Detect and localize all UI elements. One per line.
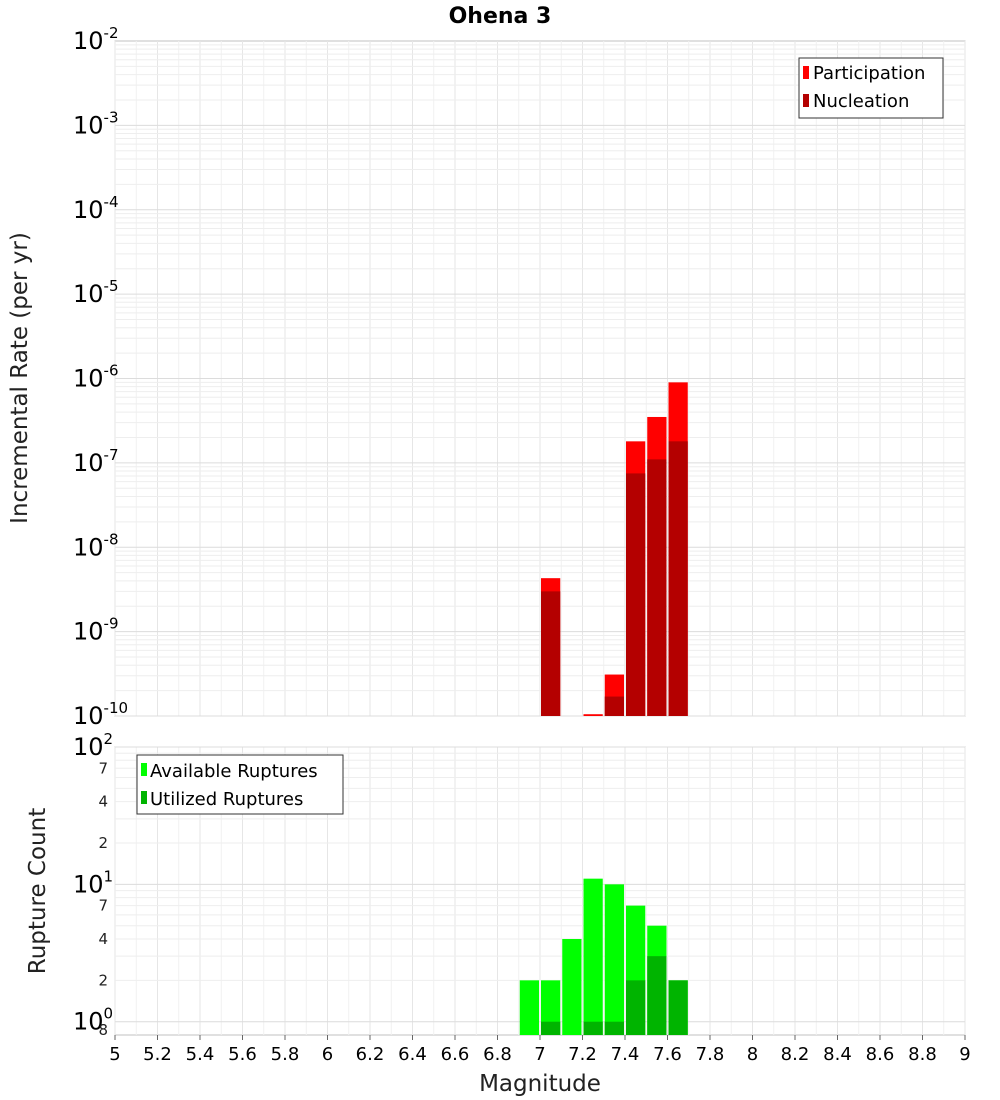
utilized-legend-label: Utilized Ruptures: [150, 789, 303, 810]
rate-bar-nucleation: [668, 441, 688, 716]
x-tick-label: 9: [959, 1044, 970, 1065]
x-tick-label: 6: [322, 1044, 333, 1065]
rate-bar-participation: [583, 714, 603, 716]
x-tick-label: 8: [747, 1044, 758, 1065]
rate-legend: Participation Nucleation: [798, 57, 944, 119]
rate-y-tick-label: 10-6: [73, 362, 119, 393]
x-tick-label: 7.8: [696, 1044, 725, 1065]
x-tick-label: 5: [109, 1044, 120, 1065]
count-bar-utilized-ruptures: [583, 1021, 603, 1035]
count-y-minor-tick-label: 2: [98, 971, 108, 989]
count-bar-utilized-ruptures: [604, 1021, 624, 1035]
participation-legend-swatch: [803, 66, 809, 79]
count-bar-available-ruptures: [541, 980, 561, 1035]
count-bar-utilized-ruptures: [647, 956, 667, 1035]
x-tick-label: 8.6: [866, 1044, 895, 1065]
rate-y-tick-label: 10-8: [73, 530, 119, 561]
magnitude-x-ticks: 5 5.2 5.4 5.6 5.8 6 6.2 6.4 6.6 6.8 7 7.2 7.4 7.6 7.8 8…: [109, 1035, 971, 1065]
rate-y-tick-label: 10-9: [73, 615, 119, 646]
rate-y-tick-label: 10-2: [73, 24, 119, 55]
count-bar-available-ruptures: [519, 980, 539, 1035]
rate-y-axis-label: Incremental Rate (per yr): [7, 232, 33, 524]
count-bar-available-ruptures: [562, 939, 582, 1035]
count-bar-available-ruptures: [604, 884, 624, 1035]
count-bar-utilized-ruptures: [541, 1021, 561, 1035]
count-y-tick-label: 101: [73, 867, 113, 898]
rate-bar-nucleation: [647, 459, 667, 716]
count-y-minor-tick-label: 2: [98, 834, 108, 852]
rate-y-tick-label: 10-7: [73, 446, 119, 477]
x-tick-label: 8.8: [908, 1044, 937, 1065]
x-tick-label: 6.4: [398, 1044, 427, 1065]
rate-y-ticks: 10-2 10-3 10-4 10-5 10-6 10-7 10-8 10-9 10-10: [73, 24, 128, 730]
participation-legend-label: Participation: [813, 63, 925, 84]
count-y-minor-tick-label: 7: [98, 897, 108, 915]
count-y-tick-label: 102: [73, 730, 113, 761]
count-bar-available-ruptures: [583, 878, 603, 1035]
rate-y-tick-label: 10-3: [73, 108, 119, 139]
count-bar-utilized-ruptures: [626, 980, 646, 1035]
count-y-minor-tick-label: 4: [98, 793, 108, 811]
x-tick-label: 7.6: [653, 1044, 682, 1065]
rate-bars: [541, 382, 688, 716]
count-bars: [519, 878, 688, 1035]
nucleation-legend-label: Nucleation: [813, 91, 909, 112]
count-bar-utilized-ruptures: [668, 980, 688, 1035]
x-tick-label: 8.4: [823, 1044, 852, 1065]
x-axis-label: Magnitude: [479, 1071, 601, 1097]
x-tick-label: 8.2: [781, 1044, 810, 1065]
count-y-ticks: 102 101 100 7 4 2 7 4 2 8: [73, 730, 113, 1039]
rate-y-tick-label: 10-5: [73, 277, 119, 308]
x-tick-label: 7: [534, 1044, 545, 1065]
x-tick-label: 6.8: [483, 1044, 512, 1065]
nucleation-legend-swatch: [803, 94, 809, 107]
rate-panel: 10-2 10-3 10-4 10-5 10-6 10-7 10-8 10-9 10-10 In…: [7, 24, 966, 730]
count-legend: Available Ruptures Utilized Ruptures: [136, 754, 344, 815]
rate-bar-nucleation: [604, 696, 624, 716]
count-panel: 102 101 100 7 4 2 7 4 2 8 5 5.2 5.4 5.6 5.8 6 6.2 6.4 6.6…: [25, 730, 971, 1097]
utilized-legend-swatch: [141, 791, 147, 804]
rate-bar-nucleation: [626, 473, 646, 716]
count-y-minor-tick-label: 4: [98, 930, 108, 948]
x-tick-label: 7.2: [568, 1044, 597, 1065]
rate-y-tick-label: 10-4: [73, 193, 119, 224]
x-tick-label: 5.8: [271, 1044, 300, 1065]
count-y-axis-label: Rupture Count: [25, 808, 51, 974]
rate-bar-nucleation: [541, 591, 561, 716]
rate-gridlines: [114, 41, 966, 717]
count-y-tick-label: 100: [73, 1005, 113, 1036]
x-tick-label: 7.4: [611, 1044, 640, 1065]
available-legend-label: Available Ruptures: [150, 761, 318, 782]
x-tick-label: 5.6: [228, 1044, 257, 1065]
chart-title: Ohena 3: [449, 4, 552, 29]
rate-y-tick-label: 10-10: [73, 699, 128, 730]
available-legend-swatch: [141, 763, 147, 776]
x-tick-label: 5.4: [186, 1044, 215, 1065]
x-tick-label: 5.2: [143, 1044, 172, 1065]
count-y-minor-tick-label: 8: [98, 1021, 108, 1039]
x-tick-label: 6.2: [356, 1044, 385, 1065]
count-y-minor-tick-label: 7: [98, 759, 108, 777]
x-tick-label: 6.6: [441, 1044, 470, 1065]
